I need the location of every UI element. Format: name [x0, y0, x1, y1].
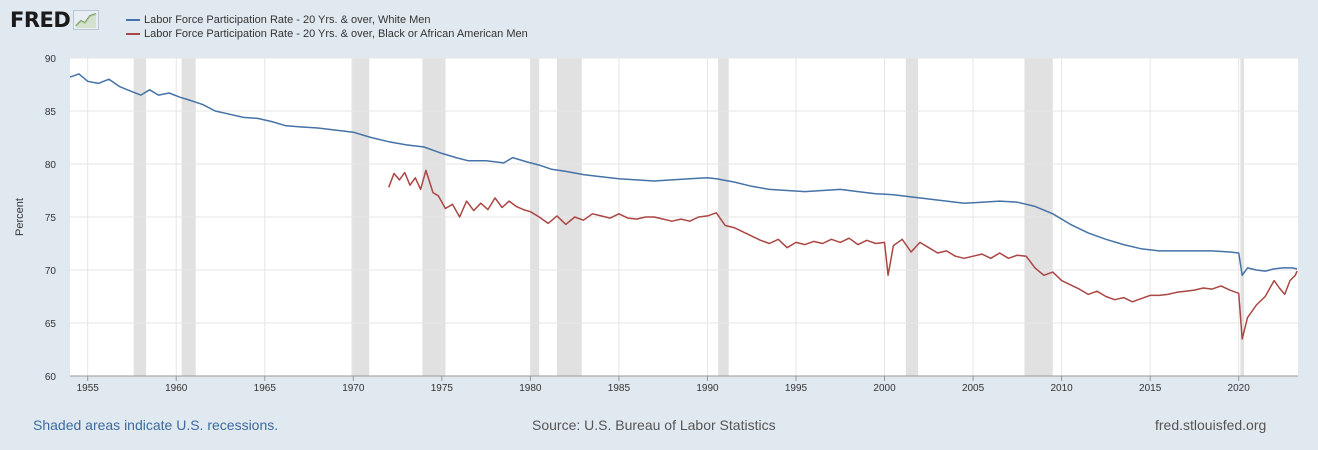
x-tick-label: 1955 [77, 383, 100, 394]
x-tick-label: 2020 [1228, 383, 1251, 394]
x-tick-label: 1995 [785, 383, 808, 394]
x-tick-label: 1990 [696, 383, 719, 394]
y-tick-label: 85 [45, 107, 57, 118]
series-line-0[interactable] [69, 73, 1298, 277]
legend-label-white-men: Labor Force Participation Rate - 20 Yrs.… [144, 14, 431, 26]
x-tick-label: 1965 [254, 383, 277, 394]
series-lines [69, 73, 1298, 340]
x-tick-label: 1980 [519, 383, 542, 394]
y-tick-label: 65 [45, 319, 57, 330]
x-tick-label: 2005 [962, 383, 985, 394]
x-tick-label: 1960 [165, 383, 188, 394]
y-tick-label: 70 [45, 266, 57, 277]
legend-item-black-men: Labor Force Participation Rate - 20 Yrs.… [126, 27, 528, 41]
legend-item-white-men: Labor Force Participation Rate - 20 Yrs.… [126, 13, 528, 27]
source-text: Source: U.S. Bureau of Labor Statistics [532, 417, 776, 433]
y-tick-label: 90 [45, 54, 57, 65]
x-tick-label: 2015 [1139, 383, 1162, 394]
x-tick-label: 2010 [1050, 383, 1073, 394]
fred-logo[interactable]: FRED [10, 8, 100, 32]
x-tick-label: 1970 [342, 383, 365, 394]
recessions-note-link[interactable]: Shaded areas indicate U.S. recessions. [33, 417, 279, 433]
y-tick-label: 75 [45, 213, 57, 224]
legend-swatch-black-men [126, 33, 140, 35]
chart-legend: Labor Force Participation Rate - 20 Yrs.… [126, 13, 528, 41]
y-tick-label: 80 [45, 160, 57, 171]
line-chart[interactable]: 60 65 70 75 80 85 90 1955 1960 1965 1970 1975 1980 19… [0, 0, 1318, 400]
x-tick-label: 1985 [608, 383, 631, 394]
legend-label-black-men: Labor Force Participation Rate - 20 Yrs.… [144, 28, 528, 40]
fred-logo-text: FRED [10, 8, 71, 32]
y-tick-label: 60 [45, 372, 57, 383]
axes: 60 65 70 75 80 85 90 1955 1960 1965 1970 1975 1980 19… [45, 54, 1298, 394]
legend-swatch-white-men [126, 19, 140, 21]
x-tick-label: 2000 [873, 383, 896, 394]
y-axis-label: Percent [14, 198, 26, 236]
fred-logo-graph-icon [73, 10, 100, 30]
x-tick-label: 1975 [431, 383, 454, 394]
site-url[interactable]: fred.stlouisfed.org [1155, 417, 1267, 433]
series-line-1[interactable] [387, 169, 1298, 340]
